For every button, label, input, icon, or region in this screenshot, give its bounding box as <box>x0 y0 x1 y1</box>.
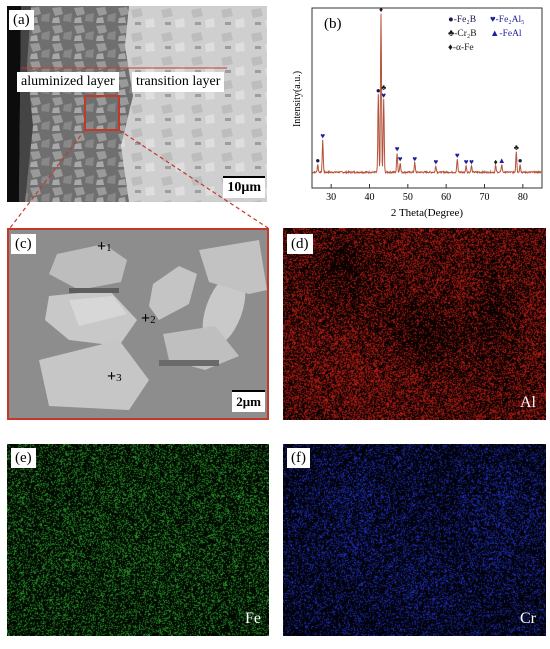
legend-entry-club: ♣-Cr₂B <box>448 29 477 39</box>
x-tick-label: 70 <box>480 192 490 203</box>
peak-marker-heart: ♥ <box>433 158 438 167</box>
panel-e-tag: (e) <box>11 448 36 468</box>
x-axis-label: 2 Theta(Degree) <box>391 207 464 219</box>
xrd-chart: 30 40 50 60 70 80 ●♥♦●♥♣♥♥ ♥ ♥♥♥ ♥ ♦ ▲♣● 2 Theta(D… <box>292 5 543 219</box>
element-label-cr: Cr <box>520 610 536 627</box>
fe-map-canvas <box>7 444 269 636</box>
legend-entry-diamond: ♦-α-Fe <box>448 43 474 53</box>
legend-entry-triangle: ▲-FeAl <box>490 29 522 39</box>
legend: ●-Fe₂B ♥-Fe₂Al₅ ♣-Cr₂B ▲-FeAl ♦-α-Fe <box>448 15 524 53</box>
peak-marker-heart: ♥ <box>398 154 403 163</box>
peak-marker-heart: ♥ <box>469 158 474 167</box>
element-label-al: Al <box>520 394 536 411</box>
point-2-marker: +2 <box>141 310 156 327</box>
y-axis-label: Intensity(a.u.) <box>292 71 303 127</box>
panel-a-sem-image: (a) aluminized layer transition layer 10… <box>7 6 267 202</box>
plot-frame <box>311 7 543 189</box>
peak-marker-diamond: ♦ <box>379 5 383 14</box>
point-3-marker: +3 <box>107 368 122 385</box>
panel-f-tag: (f) <box>287 448 310 468</box>
legend-entry-heart: ♥-Fe₂Al₅ <box>490 15 524 25</box>
x-tick-label: 40 <box>365 192 375 203</box>
panel-d-tag: (d) <box>287 234 313 254</box>
panel-b-xrd: 30 40 50 60 70 80 ● ♥ ♦ ● ♥ ♣ ♥ ♥ ♥ ♥ ♥ ♥ ♥ ♦ ▲ ♣ ● 2 Theta(D… <box>276 4 546 222</box>
xrd-series-line <box>311 13 543 175</box>
peak-marker-diamond: ♦ <box>494 158 498 167</box>
panel-b-tag: (b) <box>320 14 346 34</box>
x-ticks: 30 40 50 60 70 80 <box>326 184 528 203</box>
legend-entry-circle: ●-Fe₂B <box>448 15 476 25</box>
peak-marker-heart: ♥ <box>395 145 400 154</box>
peak-marker-heart: ♥ <box>455 151 460 160</box>
x-tick-label: 50 <box>403 192 413 203</box>
panel-f-cr-map: (f) Cr <box>283 444 546 636</box>
peak-marker-heart: ♥ <box>412 154 417 163</box>
panel-c-tag: (c) <box>11 234 36 254</box>
sem-zoom-image <box>9 230 267 418</box>
scale-bar-a: 10μm <box>223 176 265 198</box>
zoom-box <box>84 95 120 131</box>
peak-marker-club: ♣ <box>514 143 520 152</box>
panel-d-al-map: (d) Al <box>283 228 546 420</box>
x-tick-label: 60 <box>441 192 451 203</box>
aluminized-layer-label: aluminized layer <box>17 72 119 92</box>
point-3-label: 3 <box>116 372 122 384</box>
peak-marker-heart: ♥ <box>464 158 469 167</box>
transition-layer-label: transition layer <box>132 72 225 92</box>
peak-marker-heart: ♥ <box>381 91 386 100</box>
panel-e-fe-map: (e) Fe <box>7 444 269 636</box>
panel-c-sem-zoom: (c) +1 +2 +3 2μm <box>7 228 269 420</box>
element-label-fe: Fe <box>245 610 261 627</box>
peak-marker-circle: ● <box>376 86 381 95</box>
point-1-label: 1 <box>106 242 112 254</box>
al-map-canvas <box>283 228 546 420</box>
peak-marker-triangle: ▲ <box>498 156 506 165</box>
cr-map-canvas <box>283 444 546 636</box>
peak-marker-circle: ● <box>315 156 320 165</box>
x-tick-label: 80 <box>518 192 528 203</box>
sem-cross-section <box>7 6 267 202</box>
peak-marker-heart: ♥ <box>320 132 325 141</box>
point-1-marker: +1 <box>97 238 112 255</box>
panel-a-tag: (a) <box>9 10 34 30</box>
scale-bar-c: 2μm <box>232 390 265 412</box>
peak-marker-club: ♣ <box>381 83 387 92</box>
point-2-label: 2 <box>150 314 156 326</box>
x-tick-label: 30 <box>326 192 336 203</box>
peak-marker-circle: ● <box>518 156 523 165</box>
peak-markers: ●♥♦●♥♣♥♥ ♥ ♥♥♥ ♥ ♦ ▲♣● <box>315 5 522 166</box>
